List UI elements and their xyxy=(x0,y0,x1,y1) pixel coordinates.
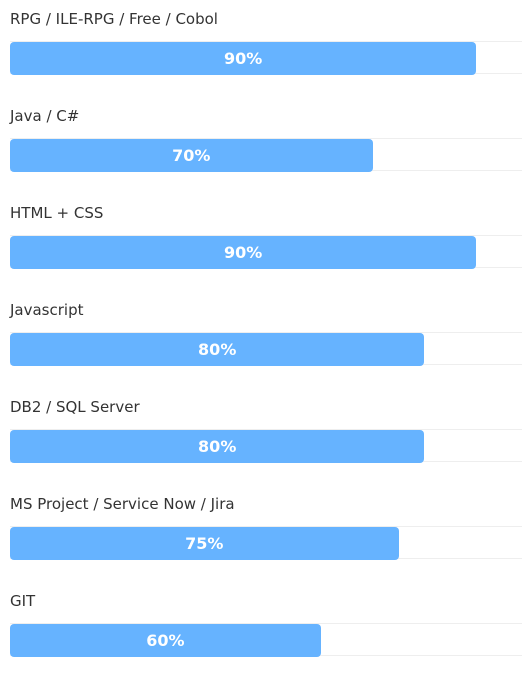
progress-bar: 80% xyxy=(10,333,425,366)
skill-name: MS Project / Service Now / Jira xyxy=(10,495,235,513)
progress-track: 90% xyxy=(10,235,522,269)
skill: DB2 / SQL Server 80% xyxy=(0,388,522,485)
skill: GIT 60% xyxy=(0,582,522,679)
progress-label: 80% xyxy=(198,437,237,456)
page: RPG / ILE-RPG / Free / Cobol 90% Java / C#… xyxy=(0,0,522,657)
skill-name: RPG / ILE-RPG / Free / Cobol xyxy=(10,10,218,28)
progress-bar: 70% xyxy=(10,139,373,172)
skill: HTML + CSS 90% xyxy=(0,194,522,291)
progress-bar: 75% xyxy=(10,527,399,560)
skill-name: HTML + CSS xyxy=(10,204,104,222)
progress-track: 60% xyxy=(10,623,522,657)
progress-label: 60% xyxy=(146,631,185,650)
skill-name: Java / C# xyxy=(10,107,80,125)
progress-track: 80% xyxy=(10,332,522,366)
skill: Java / C# 70% xyxy=(0,97,522,194)
progress-bar: 90% xyxy=(10,236,477,269)
skill-name: GIT xyxy=(10,592,36,610)
progress-track: 70% xyxy=(10,138,522,172)
progress-bar: 90% xyxy=(10,42,477,75)
progress-label: 70% xyxy=(172,146,211,165)
skill-name: DB2 / SQL Server xyxy=(10,398,140,416)
progress-track: 90% xyxy=(10,41,522,75)
skill: MS Project / Service Now / Jira 75% xyxy=(0,485,522,582)
progress-bar: 80% xyxy=(10,430,425,463)
progress-bar: 60% xyxy=(10,624,321,657)
skill: RPG / ILE-RPG / Free / Cobol 90% xyxy=(0,0,522,97)
progress-track: 75% xyxy=(10,526,522,560)
progress-label: 90% xyxy=(223,49,263,68)
progress-track: 80% xyxy=(10,429,522,463)
skill-name: Javascript xyxy=(10,301,84,319)
skill: Javascript 80% xyxy=(0,291,522,388)
progress-label: 75% xyxy=(185,534,224,553)
progress-label: 90% xyxy=(223,243,263,262)
progress-label: 80% xyxy=(198,340,237,359)
